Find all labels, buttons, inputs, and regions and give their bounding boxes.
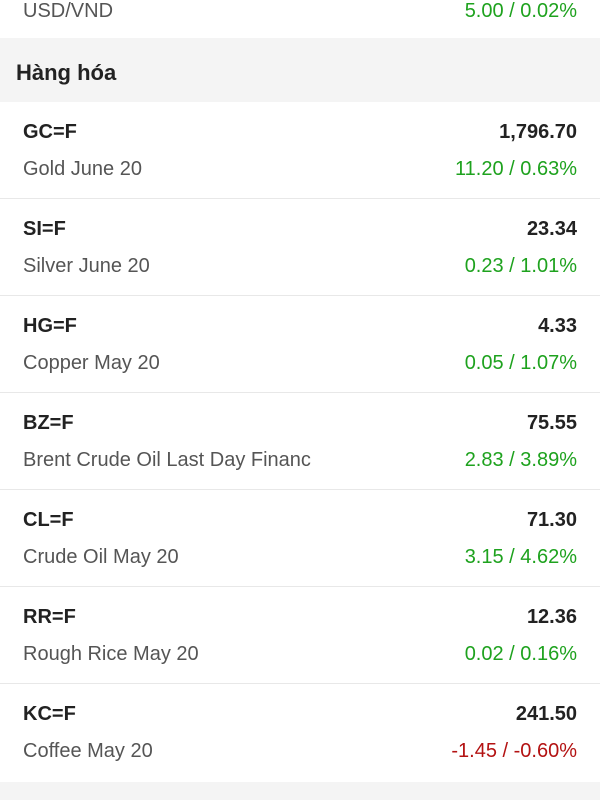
ticker-name: Silver June 20	[23, 255, 150, 277]
list-item[interactable]: KC=F 241.50 Coffee May 20 -1.45 / -0.60%	[0, 684, 600, 782]
ticker-symbol: KC=F	[23, 703, 76, 725]
ticker-symbol: GC=F	[23, 121, 77, 143]
ticker-price: 23.34	[526, 218, 577, 240]
ticker-symbol: HG=F	[23, 315, 77, 337]
ticker-name: Copper May 20	[23, 352, 160, 374]
ticker-change: 2.83 / 3.89%	[464, 449, 577, 471]
commodity-list: GC=F 1,796.70 Gold June 20 11.20 / 0.63%…	[0, 102, 600, 782]
ticker-price: 1,796.70	[499, 121, 577, 143]
list-item[interactable]: GC=F 1,796.70 Gold June 20 11.20 / 0.63%	[0, 102, 600, 199]
ticker-name: Rough Rice May 20	[23, 643, 199, 665]
currency-symbol: USD/VND	[23, 0, 114, 22]
ticker-symbol: BZ=F	[23, 412, 74, 434]
ticker-symbol: CL=F	[23, 509, 74, 531]
ticker-change: -1.45 / -0.60%	[451, 740, 577, 762]
list-item[interactable]: RR=F 12.36 Rough Rice May 20 0.02 / 0.16…	[0, 587, 600, 684]
currency-change: 5.00 / 0.02%	[464, 0, 577, 22]
ticker-name: Crude Oil May 20	[23, 546, 179, 568]
ticker-change: 3.15 / 4.62%	[464, 546, 577, 568]
ticker-price: 12.36	[526, 606, 577, 628]
ticker-symbol: SI=F	[23, 218, 66, 240]
ticker-name: Coffee May 20	[23, 740, 153, 762]
ticker-price: 241.50	[515, 703, 577, 725]
list-item[interactable]: CL=F 71.30 Crude Oil May 20 3.15 / 4.62%	[0, 490, 600, 587]
list-item[interactable]: SI=F 23.34 Silver June 20 0.23 / 1.01%	[0, 199, 600, 296]
list-item[interactable]: HG=F 4.33 Copper May 20 0.05 / 1.07%	[0, 296, 600, 393]
currency-row-usd-vnd[interactable]: USD/VND 5.00 / 0.02%	[0, 0, 600, 38]
section-title: Hàng hóa	[16, 60, 117, 85]
ticker-change: 0.05 / 1.07%	[464, 352, 577, 374]
ticker-price: 75.55	[526, 412, 577, 434]
ticker-change: 0.23 / 1.01%	[464, 255, 577, 277]
ticker-name: Brent Crude Oil Last Day Financ	[23, 449, 311, 471]
section-header-commodities: Hàng hóa	[0, 40, 600, 102]
ticker-name: Gold June 20	[23, 158, 142, 180]
ticker-price: 4.33	[538, 315, 577, 337]
ticker-price: 71.30	[526, 509, 577, 531]
ticker-change: 11.20 / 0.63%	[455, 158, 577, 180]
list-item[interactable]: BZ=F 75.55 Brent Crude Oil Last Day Fina…	[0, 393, 600, 490]
ticker-change: 0.02 / 0.16%	[464, 643, 577, 665]
ticker-symbol: RR=F	[23, 606, 76, 628]
